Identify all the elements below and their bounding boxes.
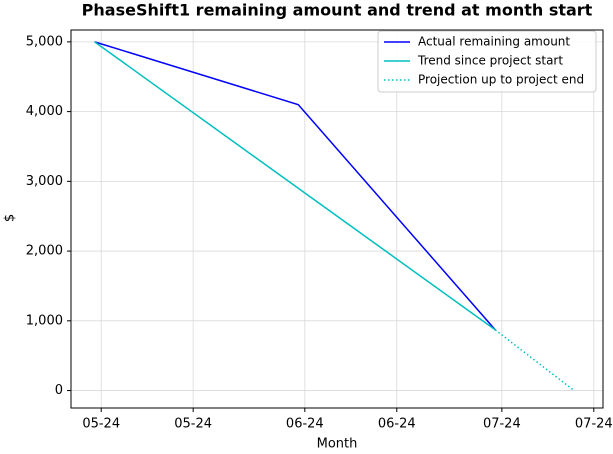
legend-label: Actual remaining amount: [418, 35, 570, 49]
x-axis-label: Month: [317, 437, 358, 452]
chart-title: PhaseShift1 remaining amount and trend a…: [82, 1, 593, 20]
y-tick-label: 0: [55, 383, 63, 398]
series-line: [94, 41, 496, 331]
legend-label: Projection up to project end: [418, 73, 584, 87]
legend-label: Trend since project start: [417, 54, 563, 68]
y-axis-label: $: [3, 214, 18, 222]
x-tick-label: 05-24: [82, 417, 120, 432]
y-tick-label: 5,000: [26, 34, 63, 49]
x-tick-label: 05-24: [174, 417, 212, 432]
plot-frame: [70, 29, 604, 409]
y-tick-label: 3,000: [26, 174, 63, 189]
legend-box: [377, 30, 597, 93]
series-line: [494, 329, 575, 392]
x-tick-label: 07-24: [575, 417, 613, 432]
y-tick-label: 2,000: [26, 244, 63, 259]
y-tick-label: 4,000: [26, 104, 63, 119]
x-tick-label: 06-24: [286, 417, 324, 432]
y-tick-label: 1,000: [26, 313, 63, 328]
series-line: [94, 41, 496, 331]
x-tick-label: 06-24: [378, 417, 416, 432]
x-tick-label: 07-24: [483, 417, 521, 432]
